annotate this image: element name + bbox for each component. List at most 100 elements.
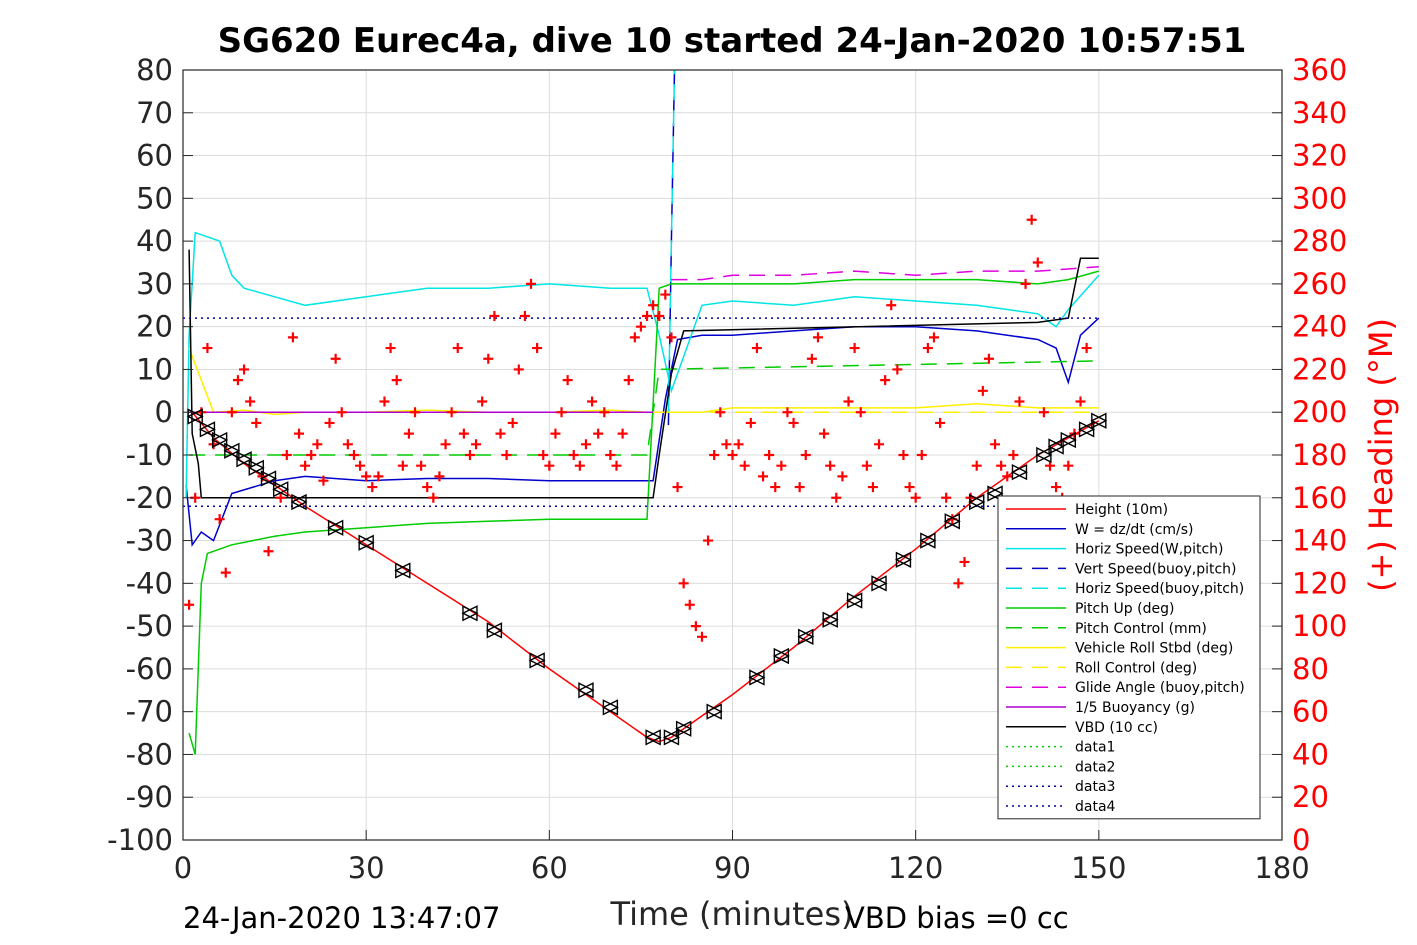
heading-point bbox=[1032, 257, 1043, 268]
heading-point bbox=[1075, 396, 1086, 407]
heading-point bbox=[1051, 482, 1062, 493]
heading-point bbox=[599, 407, 610, 418]
x-tick-label: 150 bbox=[1071, 851, 1126, 885]
depth-marker bbox=[528, 652, 546, 669]
legend-box bbox=[997, 495, 1261, 820]
legend-label: data2 bbox=[1075, 759, 1115, 775]
heading-point bbox=[428, 492, 439, 503]
heading-point bbox=[318, 475, 329, 486]
heading-point bbox=[538, 450, 549, 460]
depth-marker bbox=[601, 699, 619, 716]
legend-label: data4 bbox=[1075, 799, 1116, 815]
heading-point bbox=[263, 546, 274, 557]
x-tick-label: 90 bbox=[714, 851, 751, 885]
heading-point bbox=[232, 375, 243, 386]
heading-point bbox=[501, 450, 512, 460]
heading-point bbox=[471, 439, 482, 450]
heading-point bbox=[977, 385, 988, 396]
heading-point bbox=[397, 460, 408, 471]
y-tick-label: 10 bbox=[136, 352, 173, 386]
heading-point bbox=[495, 428, 506, 439]
heading-point bbox=[489, 310, 500, 321]
heading-point bbox=[605, 450, 616, 460]
heading-point bbox=[336, 407, 347, 418]
legend-label: VBD (10 cc) bbox=[1075, 720, 1158, 736]
heading-point bbox=[935, 417, 946, 428]
y-tick-label: 60 bbox=[136, 139, 173, 173]
depth-marker bbox=[846, 592, 864, 609]
x-axis-label: Time (minutes) bbox=[610, 895, 854, 933]
heading-point bbox=[922, 343, 933, 354]
heading-point bbox=[544, 460, 555, 471]
y-right-tick-label: 40 bbox=[1292, 737, 1329, 771]
heading-point bbox=[507, 417, 518, 428]
depth-marker bbox=[870, 575, 888, 592]
heading-point bbox=[764, 450, 775, 460]
heading-point bbox=[226, 407, 237, 418]
depth-marker bbox=[211, 431, 229, 449]
heading-point bbox=[1008, 450, 1019, 460]
heading-point bbox=[941, 492, 952, 503]
heading-point bbox=[660, 289, 671, 300]
heading-point bbox=[611, 460, 622, 471]
legend-label: 1/5 Buoyancy (g) bbox=[1075, 700, 1195, 716]
depth-marker bbox=[705, 703, 723, 720]
heading-point bbox=[312, 439, 323, 450]
heading-point bbox=[287, 332, 298, 343]
depth-marker bbox=[577, 682, 595, 699]
heading-point bbox=[306, 450, 317, 460]
heading-point bbox=[477, 396, 488, 407]
series-line-vehicle-roll-stbd-deg bbox=[188, 347, 1099, 416]
heading-point bbox=[593, 428, 604, 439]
depth-marker bbox=[894, 551, 913, 568]
heading-point bbox=[959, 556, 970, 567]
y-right-tick-label: 80 bbox=[1292, 652, 1329, 686]
heading-point bbox=[874, 439, 885, 450]
heading-point bbox=[574, 460, 585, 471]
y-right-tick-label: 240 bbox=[1292, 310, 1347, 344]
y-right-tick-label: 320 bbox=[1292, 139, 1347, 173]
heading-point bbox=[855, 407, 866, 418]
y-tick-label: -80 bbox=[126, 737, 173, 771]
heading-point bbox=[758, 471, 769, 482]
depth-marker bbox=[797, 628, 815, 645]
ticks: 0 30 60 90 120 150 18080706050403020100-10-20-… bbox=[107, 53, 1347, 885]
heading-point bbox=[1002, 471, 1013, 482]
y-tick-label: 80 bbox=[136, 53, 173, 87]
heading-point bbox=[403, 428, 414, 439]
heading-point bbox=[1020, 278, 1031, 289]
x-tick-label: 120 bbox=[888, 851, 943, 885]
legend-label: Vert Speed(buoy,pitch) bbox=[1075, 561, 1237, 577]
heading-point bbox=[806, 353, 817, 364]
depth-marker bbox=[198, 421, 216, 438]
heading-point bbox=[532, 343, 543, 354]
heading-point bbox=[666, 332, 677, 343]
heading-point bbox=[434, 471, 445, 482]
heading-point bbox=[348, 450, 359, 460]
heading-point bbox=[629, 332, 640, 343]
depth-marker bbox=[821, 611, 839, 628]
heading-point bbox=[776, 460, 787, 471]
legend-label: Vehicle Roll Stbd (deg) bbox=[1075, 641, 1233, 657]
heading-point bbox=[519, 310, 530, 321]
heading-point bbox=[696, 631, 707, 642]
depth-marker bbox=[968, 493, 986, 511]
y-tick-label: -10 bbox=[126, 438, 173, 472]
heading-point bbox=[281, 450, 292, 460]
y-right-tick-label: 160 bbox=[1292, 481, 1347, 515]
y-tick-label: -30 bbox=[126, 524, 173, 558]
heading-point bbox=[819, 428, 830, 439]
y-tick-label: 30 bbox=[136, 267, 173, 301]
heading-point bbox=[886, 300, 897, 311]
y-right-tick-label: 180 bbox=[1292, 438, 1347, 472]
heading-point bbox=[971, 460, 982, 471]
depth-marker bbox=[247, 459, 265, 476]
heading-point bbox=[526, 278, 537, 289]
y-tick-label: 70 bbox=[136, 96, 173, 130]
heading-point bbox=[440, 439, 451, 450]
heading-point bbox=[245, 396, 256, 407]
heading-point bbox=[1014, 396, 1025, 407]
y-right-tick-label: 20 bbox=[1292, 780, 1329, 814]
heading-point bbox=[996, 460, 1007, 471]
depth-marker bbox=[290, 493, 308, 511]
